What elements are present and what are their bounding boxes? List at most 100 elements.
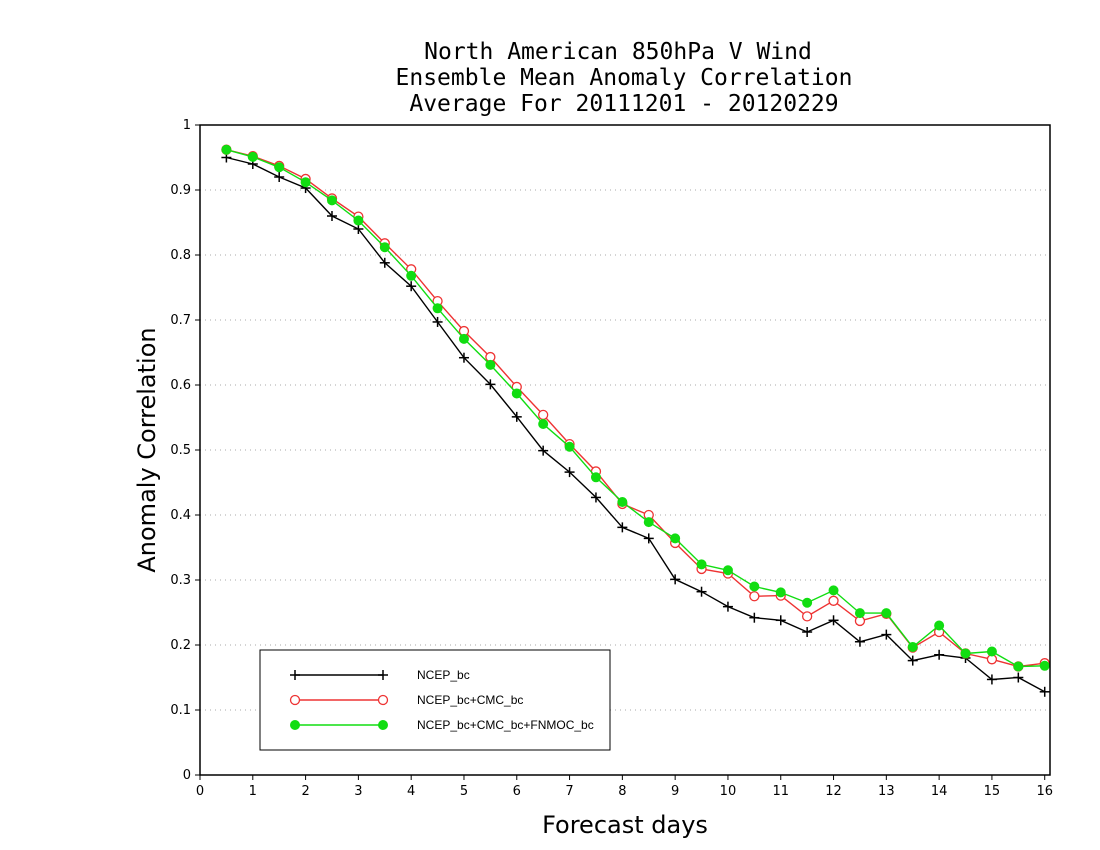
legend-marker	[290, 670, 300, 680]
legend-marker	[378, 670, 388, 680]
x-tick-label: 9	[671, 784, 679, 799]
data-point	[802, 597, 813, 608]
chart-title: North American 850hPa V Wind Ensemble Me…	[396, 39, 853, 117]
y-tick-label: 1	[183, 118, 191, 133]
x-tick-label: 10	[720, 784, 737, 799]
data-point	[221, 144, 232, 155]
data-point	[722, 565, 733, 576]
y-tick-label: 0.6	[170, 378, 191, 393]
x-tick-label: 2	[301, 784, 309, 799]
data-point	[564, 441, 575, 452]
y-tick-label: 0.8	[170, 248, 191, 263]
data-point	[828, 615, 839, 626]
legend-entry: NCEP_bc+CMC_bc	[289, 693, 523, 707]
data-point	[274, 162, 285, 173]
data-point	[406, 281, 417, 292]
data-point	[749, 591, 760, 602]
title-line-2: Ensemble Mean Anomaly Correlation	[396, 65, 853, 91]
x-tick-label: 7	[565, 784, 573, 799]
data-point	[749, 612, 760, 623]
x-tick-label: 12	[825, 784, 842, 799]
data-point	[934, 649, 945, 660]
data-point	[564, 467, 575, 478]
y-axis-title: Anomaly Correlation	[133, 327, 161, 572]
legend-marker	[290, 720, 300, 730]
legend-marker	[289, 694, 301, 706]
x-tick-label: 13	[878, 784, 895, 799]
data-point	[696, 559, 707, 570]
x-tick-label: 5	[460, 784, 468, 799]
data-point	[1039, 686, 1050, 697]
data-point	[432, 316, 443, 327]
data-point	[907, 641, 918, 652]
y-axis: 0 0.1 0.2 0.3 0.4 0.5 0.6 0.7 0.8 0.9 1	[170, 118, 200, 783]
data-point	[432, 303, 443, 314]
legend-label: NCEP_bc	[417, 668, 470, 682]
title-line-3: Average For 20111201 - 20120229	[409, 91, 838, 117]
data-point	[802, 627, 813, 637]
data-point	[458, 352, 469, 363]
data-point	[775, 587, 786, 598]
data-point	[406, 270, 417, 281]
series-line	[226, 149, 1045, 668]
y-tick-label: 0.7	[170, 313, 191, 328]
title-line-1: North American 850hPa V Wind	[424, 39, 812, 65]
data-point	[353, 215, 364, 226]
y-tick-label: 0.9	[170, 183, 191, 198]
data-point	[590, 472, 601, 483]
y-tick-label: 0.2	[170, 638, 191, 653]
data-point	[854, 608, 865, 619]
legend-marker	[377, 694, 389, 706]
data-point	[590, 492, 601, 503]
data-point	[326, 195, 337, 206]
data-point	[1013, 672, 1024, 683]
data-point	[485, 379, 496, 390]
series-0	[221, 152, 1050, 697]
data-point	[379, 257, 390, 268]
data-point	[775, 615, 786, 626]
data-point	[247, 151, 258, 162]
data-point	[617, 497, 628, 507]
data-point	[274, 172, 285, 182]
legend-entry: NCEP_bc+CMC_bc+FNMOC_bc	[290, 718, 594, 732]
data-point	[881, 629, 892, 640]
x-tick-label: 15	[984, 784, 1001, 799]
data-point	[854, 636, 865, 647]
y-tick-label: 0.4	[170, 508, 191, 523]
data-point	[960, 648, 971, 659]
x-tick-label: 6	[513, 784, 521, 799]
data-point	[643, 517, 654, 528]
data-point	[670, 533, 681, 544]
data-point	[986, 674, 997, 685]
series-1	[221, 144, 1050, 672]
y-tick-label: 0	[183, 768, 191, 783]
y-tick-label: 0.3	[170, 573, 191, 588]
data-point	[801, 611, 813, 622]
legend-items: NCEP_bc NCEP_bc+CMC_bc NCEP_bc+CMC_bc+FNMO…	[289, 668, 594, 732]
legend-entry: NCEP_bc	[290, 668, 470, 682]
data-point	[538, 419, 549, 429]
data-point	[300, 177, 311, 188]
x-tick-label: 0	[196, 784, 204, 799]
legend-marker	[378, 720, 388, 730]
y-tick-label: 0.5	[170, 443, 191, 458]
data-point	[511, 411, 522, 422]
data-point	[353, 224, 364, 234]
x-tick-label: 8	[618, 784, 626, 799]
legend-label: NCEP_bc+CMC_bc	[417, 693, 523, 707]
data-point	[538, 445, 549, 456]
data-point	[485, 359, 496, 370]
data-point	[458, 333, 469, 344]
data-point	[538, 409, 549, 421]
data-point	[326, 211, 337, 221]
data-point	[670, 574, 681, 585]
data-point	[722, 601, 733, 612]
series-line	[226, 156, 1046, 693]
data-point	[643, 533, 654, 544]
x-tick-label: 1	[249, 784, 257, 799]
data-point	[907, 655, 918, 666]
data-point	[379, 242, 390, 253]
x-tick-label: 11	[772, 784, 789, 799]
data-point	[934, 620, 945, 631]
